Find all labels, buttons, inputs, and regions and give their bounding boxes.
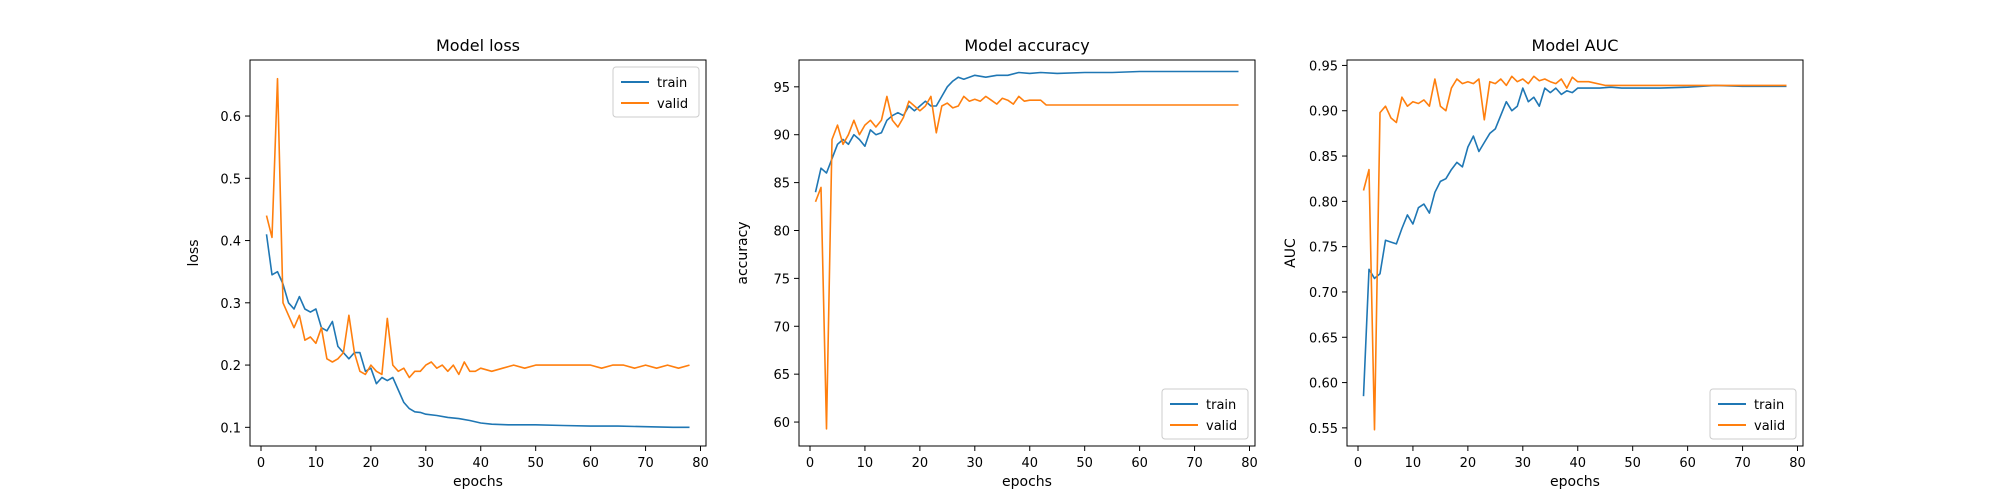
x-tick-label: 70 <box>637 456 654 471</box>
legend: train valid <box>612 66 700 118</box>
y-tick-label: 0.80 <box>1309 195 1338 210</box>
legend-box <box>612 66 700 118</box>
legend-label-train: train <box>1754 398 1784 413</box>
y-tick-label: 0.5 <box>220 172 241 187</box>
series-line-train <box>265 234 690 429</box>
y-tick-label: 0.55 <box>1309 422 1338 437</box>
legend-label-valid: valid <box>657 97 688 112</box>
chart-title: Model AUC <box>1532 36 1619 55</box>
y-tick-label: 0.85 <box>1309 150 1338 165</box>
legend-box <box>1709 388 1797 440</box>
series-line-train <box>814 70 1239 193</box>
x-tick-label: 50 <box>1076 456 1093 471</box>
x-tick-label: 20 <box>1460 456 1477 471</box>
x-tick-label: 80 <box>1789 456 1806 471</box>
x-tick-label: 0 <box>806 456 814 471</box>
legend-label-valid: valid <box>1754 419 1785 434</box>
y-tick-label: 65 <box>773 368 790 383</box>
x-tick-label: 30 <box>967 456 984 471</box>
x-tick-label: 70 <box>1186 456 1203 471</box>
series-line-valid <box>814 95 1239 430</box>
legend-label-train: train <box>657 76 687 91</box>
x-tick-label: 30 <box>1515 456 1532 471</box>
y-tick-label: 0.75 <box>1309 241 1338 256</box>
legend-label-valid: valid <box>1206 419 1237 434</box>
x-tick-label: 20 <box>912 456 929 471</box>
chart-panel-3: 0 10 20 30 40 50 60 70 80 0.55 0.60 0.65 0.70 0.75 0.8… <box>1283 36 1806 490</box>
x-tick-label: 10 <box>308 456 325 471</box>
y-tick-label: 75 <box>773 272 790 287</box>
legend-box <box>1161 388 1249 440</box>
series-line-valid <box>1362 75 1787 431</box>
y-tick-label: 70 <box>773 320 790 335</box>
x-tick-label: 60 <box>1131 456 1148 471</box>
y-tick-label: 0.3 <box>220 297 241 312</box>
x-tick-label: 40 <box>472 456 489 471</box>
x-tick-label: 0 <box>257 456 265 471</box>
plot-area <box>798 59 1256 447</box>
x-axis-label: epochs <box>453 474 503 490</box>
x-tick-label: 20 <box>363 456 380 471</box>
y-tick-label: 0.4 <box>220 235 241 250</box>
y-tick-label: 0.65 <box>1309 331 1338 346</box>
plot-area <box>1346 59 1804 447</box>
x-tick-label: 60 <box>1679 456 1696 471</box>
legend: train valid <box>1709 388 1797 440</box>
y-tick-label: 0.70 <box>1309 286 1338 301</box>
x-tick-label: 50 <box>1624 456 1641 471</box>
plot-area <box>249 59 707 447</box>
y-tick-label: 0.1 <box>220 421 241 436</box>
x-tick-label: 10 <box>1405 456 1422 471</box>
y-tick-label: 60 <box>773 416 790 431</box>
x-tick-label: 70 <box>1734 456 1751 471</box>
x-tick-label: 40 <box>1569 456 1586 471</box>
y-tick-label: 85 <box>773 177 790 192</box>
y-tick-label: 0.95 <box>1309 59 1338 74</box>
chart-panel-2: 0 10 20 30 40 50 60 70 80 60 65 70 75 80 85 90 95 Model a… <box>735 36 1258 490</box>
series-line-valid <box>265 77 690 379</box>
x-tick-label: 30 <box>418 456 435 471</box>
x-tick-label: 80 <box>1241 456 1258 471</box>
x-tick-label: 10 <box>857 456 874 471</box>
x-axis-label: epochs <box>1002 474 1052 490</box>
y-axis-label: loss <box>186 239 202 266</box>
x-tick-label: 0 <box>1354 456 1362 471</box>
y-tick-label: 80 <box>773 224 790 239</box>
x-tick-label: 40 <box>1021 456 1038 471</box>
chart-title: Model loss <box>436 36 520 55</box>
legend-label-train: train <box>1206 398 1236 413</box>
x-tick-label: 80 <box>692 456 709 471</box>
y-tick-label: 0.6 <box>220 110 241 125</box>
x-axis-label: epochs <box>1550 474 1600 490</box>
y-tick-label: 90 <box>773 129 790 144</box>
x-tick-label: 50 <box>527 456 544 471</box>
x-tick-label: 60 <box>582 456 599 471</box>
y-axis-label: AUC <box>1283 238 1299 268</box>
chart-title: Model accuracy <box>964 36 1089 55</box>
y-tick-label: 95 <box>773 81 790 96</box>
y-tick-label: 0.2 <box>220 359 241 374</box>
chart-panel-1: 0 10 20 30 40 50 60 70 80 0.1 0.2 0.3 0.4 0.5 0.6 Model… <box>186 36 709 490</box>
y-tick-label: 0.60 <box>1309 377 1338 392</box>
y-axis-label: accuracy <box>735 221 751 284</box>
series-line-train <box>1362 84 1787 397</box>
y-tick-label: 0.90 <box>1309 105 1338 120</box>
legend: train valid <box>1161 388 1249 440</box>
